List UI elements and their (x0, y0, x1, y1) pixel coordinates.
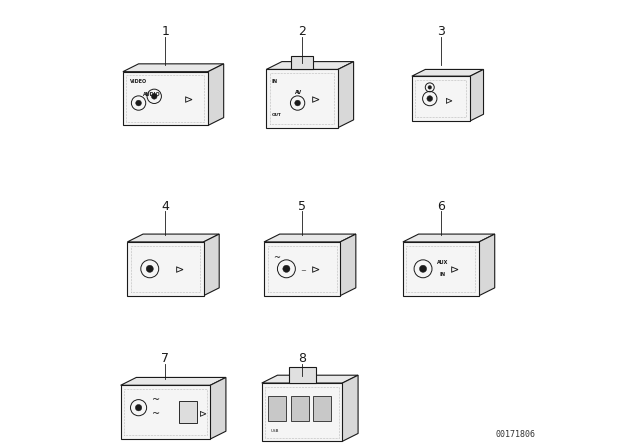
FancyBboxPatch shape (121, 385, 210, 439)
Text: 5: 5 (298, 199, 306, 213)
Polygon shape (340, 234, 356, 296)
Bar (268, 246, 337, 292)
Bar (127, 75, 204, 122)
Bar (291, 56, 314, 69)
Polygon shape (338, 62, 354, 128)
Circle shape (146, 265, 154, 272)
Circle shape (295, 100, 300, 106)
Bar (266, 387, 339, 438)
Text: VIDEO: VIDEO (130, 79, 147, 84)
Circle shape (135, 405, 142, 411)
Circle shape (427, 96, 433, 101)
FancyBboxPatch shape (412, 76, 470, 121)
Polygon shape (266, 62, 354, 69)
Text: ~: ~ (273, 253, 280, 262)
Polygon shape (403, 234, 495, 242)
Polygon shape (127, 234, 220, 242)
Text: ⊳: ⊳ (311, 95, 321, 105)
Bar (289, 367, 316, 383)
Polygon shape (121, 377, 226, 385)
Text: 00171806: 00171806 (495, 430, 535, 439)
Bar (124, 389, 207, 435)
Text: ⊳: ⊳ (174, 265, 184, 275)
Text: AUDIO: AUDIO (143, 92, 161, 97)
Circle shape (419, 265, 427, 272)
Text: AV: AV (296, 90, 303, 95)
Text: USB: USB (271, 429, 279, 433)
Polygon shape (123, 64, 224, 72)
Circle shape (136, 100, 141, 106)
Bar (269, 396, 287, 421)
Bar (291, 396, 309, 421)
Polygon shape (262, 375, 358, 383)
Bar (406, 246, 476, 292)
Text: IN: IN (271, 79, 278, 84)
FancyBboxPatch shape (264, 242, 340, 296)
Polygon shape (208, 64, 224, 125)
Text: ⊳: ⊳ (445, 95, 454, 105)
Bar (131, 246, 200, 292)
Text: 4: 4 (161, 199, 170, 213)
FancyBboxPatch shape (123, 72, 208, 125)
Text: 6: 6 (437, 199, 445, 213)
Text: 1: 1 (161, 25, 170, 38)
Polygon shape (412, 69, 484, 76)
Bar (179, 401, 197, 423)
FancyBboxPatch shape (262, 383, 342, 441)
Bar (415, 80, 467, 117)
Polygon shape (264, 234, 356, 242)
Text: ⊳: ⊳ (184, 95, 193, 105)
Bar (314, 396, 332, 421)
Bar (270, 73, 334, 124)
FancyBboxPatch shape (403, 242, 479, 296)
Circle shape (152, 94, 157, 99)
Circle shape (283, 265, 290, 272)
Text: ~: ~ (152, 409, 160, 418)
Polygon shape (479, 234, 495, 296)
Text: ⊳: ⊳ (199, 409, 207, 418)
Text: AUX: AUX (436, 260, 448, 265)
Circle shape (428, 86, 431, 89)
Polygon shape (210, 377, 226, 439)
Text: ~: ~ (152, 395, 160, 405)
Polygon shape (470, 69, 484, 121)
Text: ~: ~ (300, 268, 306, 274)
Text: ⊳: ⊳ (450, 265, 460, 275)
Polygon shape (204, 234, 220, 296)
Text: IN: IN (440, 271, 445, 276)
Text: 3: 3 (437, 25, 445, 38)
Polygon shape (342, 375, 358, 441)
FancyBboxPatch shape (127, 242, 204, 296)
Text: OUT: OUT (271, 113, 282, 117)
Text: 8: 8 (298, 352, 306, 365)
Text: 2: 2 (298, 25, 306, 38)
Text: 7: 7 (161, 352, 170, 365)
FancyBboxPatch shape (266, 69, 338, 128)
Text: ⊳: ⊳ (311, 265, 321, 275)
